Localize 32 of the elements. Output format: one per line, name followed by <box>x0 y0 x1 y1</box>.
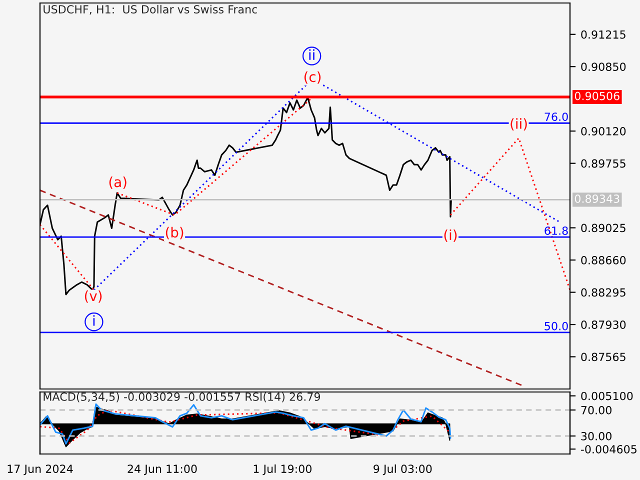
x-tick-label: 24 Jun 11:00 <box>128 464 197 476</box>
y-tick-label: 0.88295 <box>581 288 626 297</box>
y2-tick-label: 30.00 <box>581 432 612 440</box>
annotation: ii <box>309 49 314 60</box>
annotation: 50.0 <box>544 322 568 330</box>
x-tick-label: 17 Jun 2024 <box>8 464 73 476</box>
x-tick-label: 9 Jul 03:00 <box>374 464 432 476</box>
y-tick-label: 0.005100 <box>581 392 633 400</box>
annotation: (ii) <box>510 118 527 131</box>
x-tick-label: 1 Jul 19:00 <box>254 464 312 476</box>
y-tick-label: 0.87565 <box>581 352 626 362</box>
ref-line-label: 0.89343 <box>574 194 620 203</box>
annotation: i <box>93 315 95 326</box>
y-tick-label: 0.87930 <box>581 320 626 329</box>
annotation: (a) <box>109 176 126 189</box>
chart-title: USDCHF, H1: US Dollar vs Swiss Franc <box>44 4 258 15</box>
y-tick-label: 0.88660 <box>581 256 626 264</box>
ref-line-label: 0.90506 <box>574 92 620 100</box>
y-tick-label: 0.91215 <box>581 30 626 39</box>
annotation: (b) <box>166 226 184 240</box>
annotation: 76.0 <box>544 112 568 121</box>
annotation: 61.8 <box>544 226 568 235</box>
y-tick-label: 0.90120 <box>581 127 626 136</box>
y-tick-label: 0.89755 <box>581 159 626 168</box>
chart-title: MACD(5,34,5) -0.003029 -0.001557 RSI(14) 26.79 <box>44 392 320 402</box>
annotation: (i) <box>444 229 457 242</box>
y-tick-label: 0.90850 <box>581 62 626 71</box>
y-tick-label: 0.89025 <box>581 224 626 232</box>
annotation: (c) <box>304 71 321 84</box>
y2-tick-label: 70.00 <box>581 406 612 414</box>
annotation: (v) <box>84 290 102 303</box>
y-tick-label: -0.004605 <box>580 445 636 454</box>
